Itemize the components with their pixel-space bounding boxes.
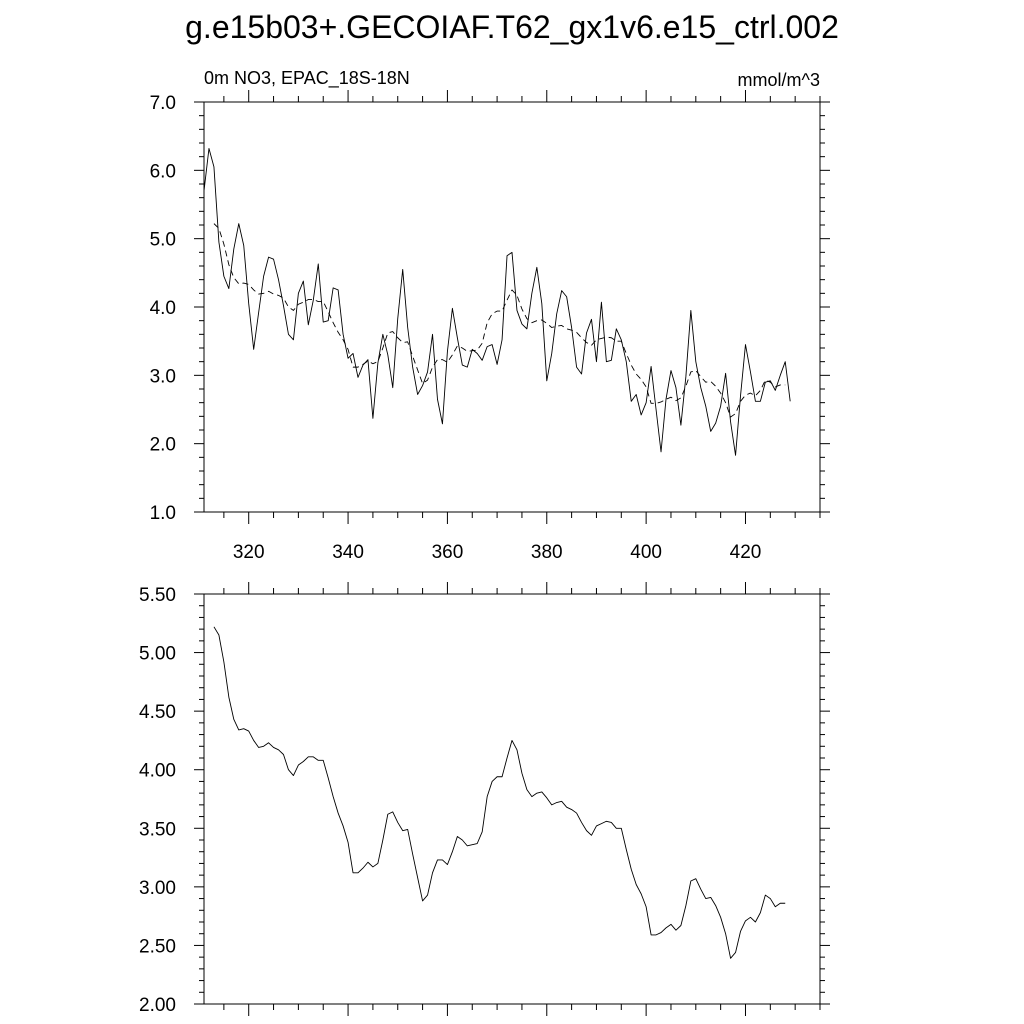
top-y-tick-label: 3.0 xyxy=(150,366,176,387)
bottom-plot-frame xyxy=(203,593,821,1005)
bottom-y-tick-label: 3.50 xyxy=(139,819,176,840)
bottom-panel: 2.00 2.50 3.00 3.50 4.00 4.50 5.00 5.50 xyxy=(139,582,830,1016)
top-x-tick-label: 420 xyxy=(730,542,762,563)
bottom-y-tick-label: 4.50 xyxy=(139,702,176,723)
top-x-tick-label: 340 xyxy=(332,542,364,563)
top-x-tick-label: 380 xyxy=(531,542,563,563)
bottom-y-tick-label: 4.00 xyxy=(139,761,176,782)
bottom-series-solid-line xyxy=(213,626,786,959)
top-x-tick-label: 360 xyxy=(432,542,464,563)
top-plot-frame xyxy=(203,101,821,513)
top-y-tick-label: 2.0 xyxy=(150,435,176,456)
top-y-tick-label: 4.0 xyxy=(150,298,176,319)
top-series-solid-line xyxy=(203,148,791,456)
top-x-tick-label: 320 xyxy=(233,542,265,563)
top-x-tick-label: 400 xyxy=(630,542,662,563)
bottom-y-tick-label: 3.00 xyxy=(139,878,176,899)
top-panel: 0m NO3, EPAC_18S-18N mmol/m^3 320 340 360 3… xyxy=(150,68,830,563)
top-panel-right-label: mmol/m^3 xyxy=(738,70,820,90)
top-y-tick-label: 1.0 xyxy=(150,503,176,524)
top-y-tick-label: 6.0 xyxy=(150,161,176,182)
bottom-y-tick-label: 5.50 xyxy=(139,585,176,606)
bottom-y-tick-label: 2.50 xyxy=(139,936,176,957)
top-y-tick-label: 5.0 xyxy=(150,230,176,251)
top-series-dashed-line xyxy=(213,223,786,418)
bottom-y-tick-label: 5.00 xyxy=(139,644,176,665)
top-panel-left-label: 0m NO3, EPAC_18S-18N xyxy=(204,68,410,89)
bottom-y-tick-label: 2.00 xyxy=(139,995,176,1016)
figure-title: g.e15b03+.GECOIAF.T62_gx1v6.e15_ctrl.002 xyxy=(185,9,839,45)
top-y-tick-label: 7.0 xyxy=(150,93,176,114)
